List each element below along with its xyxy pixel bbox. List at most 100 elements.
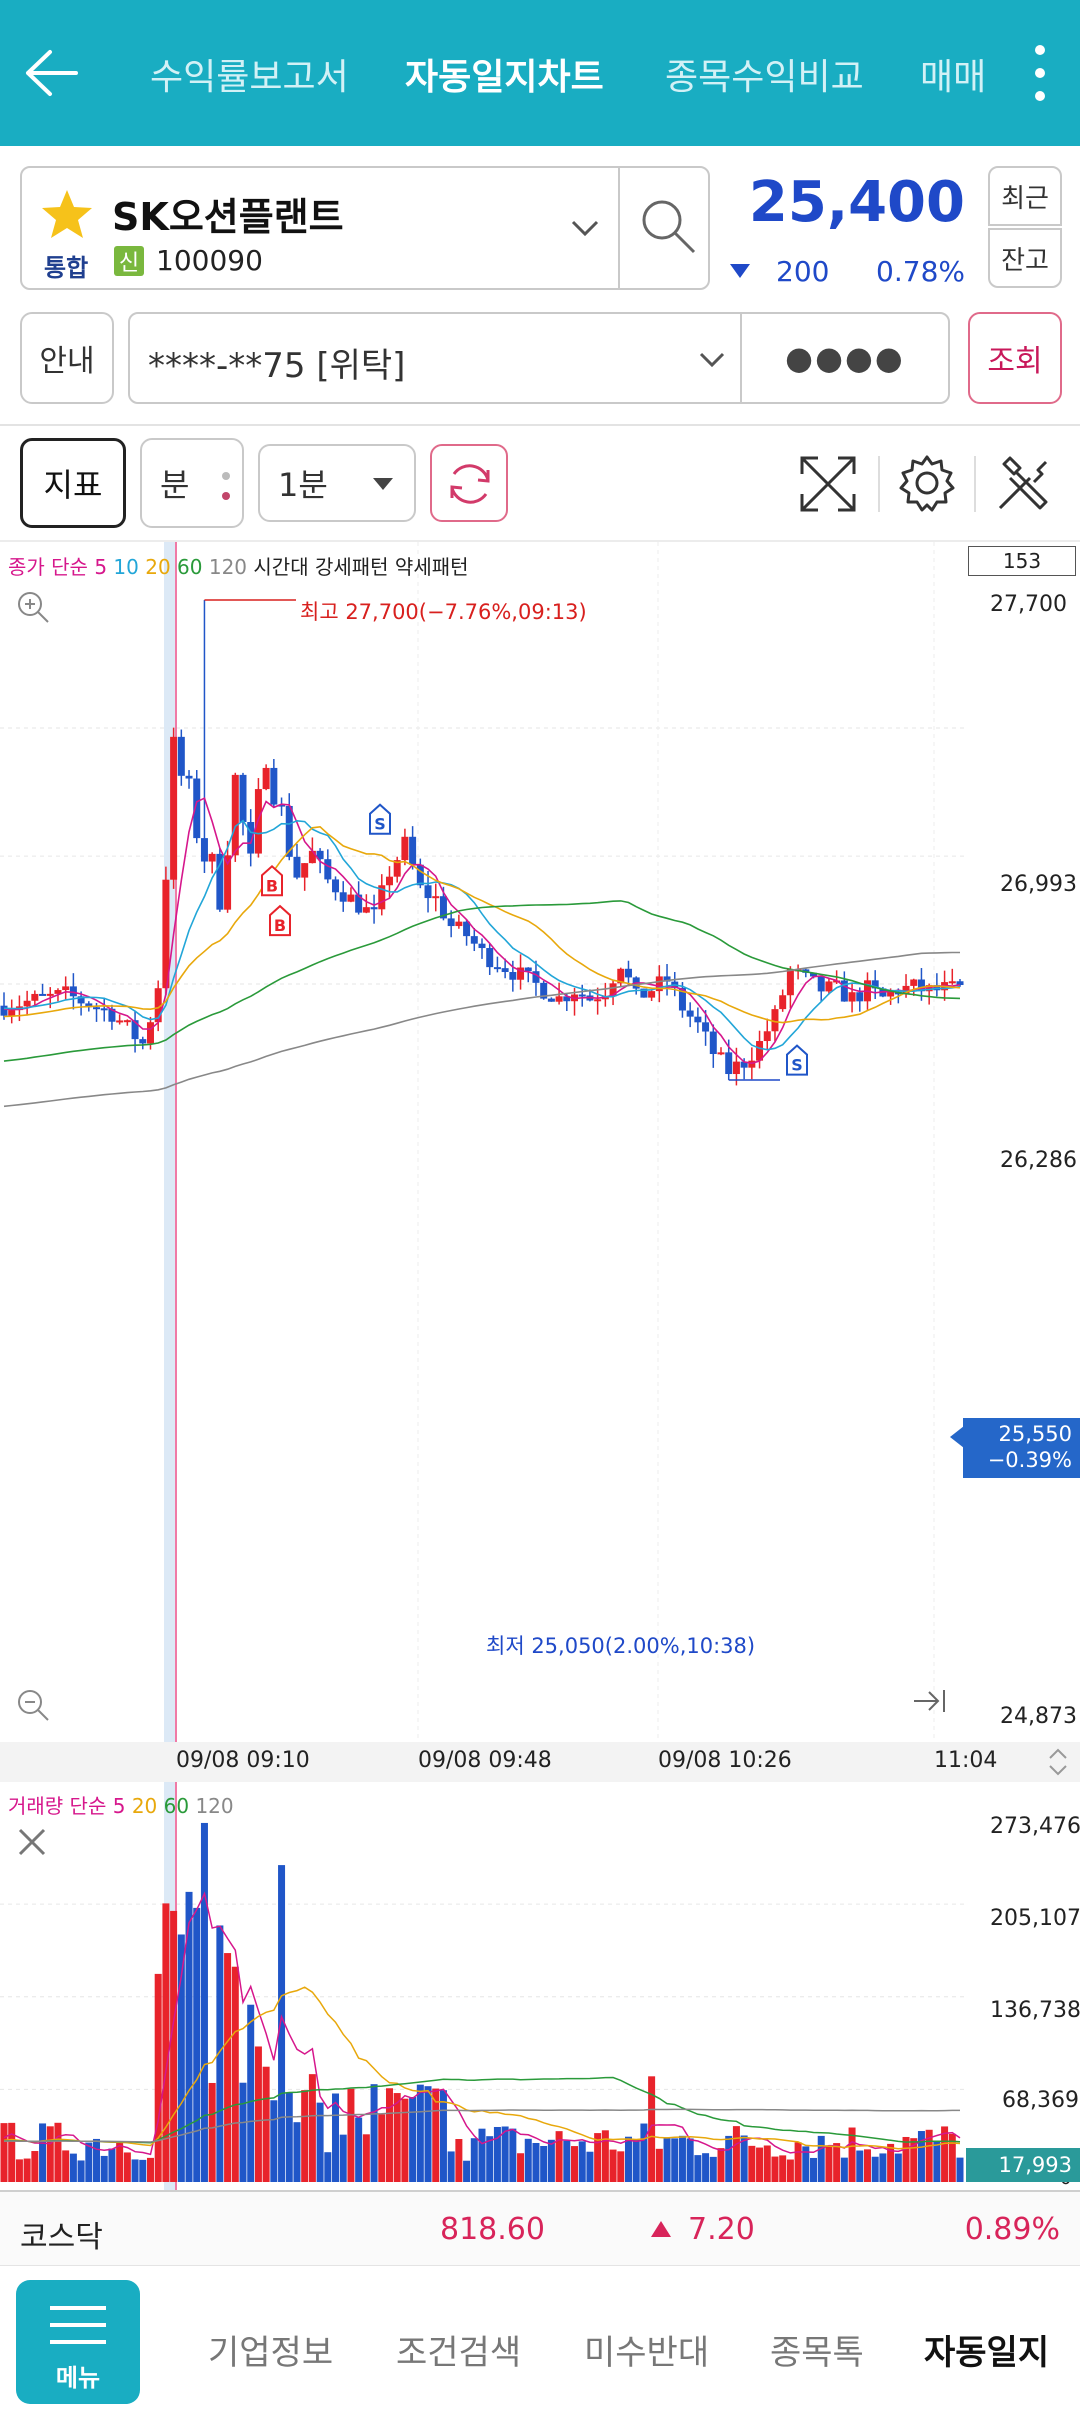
password-field[interactable]: ●●●● (785, 339, 905, 377)
volume-bar (571, 2146, 579, 2182)
high-price-label: 최고 27,700(−7.76%,09:13) (300, 600, 587, 624)
volume-bar (301, 2090, 309, 2182)
ma-line-120 (3, 951, 960, 1108)
candle-body (139, 1039, 147, 1044)
tab-stock-return-compare[interactable]: 종목수익비교 (665, 57, 864, 98)
nav-stock-talk[interactable]: 종목톡 (770, 2333, 864, 2373)
volume-bar (108, 2148, 116, 2182)
legend-ma60: 60 (177, 555, 203, 579)
balance-button[interactable]: 잔고 (988, 228, 1062, 288)
candle-body (185, 775, 193, 779)
candle-body (308, 850, 316, 864)
indicator-button[interactable]: 지표 (20, 438, 126, 528)
index-bar[interactable]: 코스닥 818.60 7.20 0.89% (0, 2190, 1080, 2265)
tab-auto-journal-chart[interactable]: 자동일지차트 (405, 57, 604, 98)
candle-body (663, 976, 671, 982)
legend-ma5: 5 (112, 1794, 126, 1818)
volume-bar (825, 2145, 833, 2182)
volume-bar (725, 2135, 733, 2182)
menu-button[interactable]: 메뉴 (16, 2280, 140, 2404)
candle-body (871, 980, 879, 989)
ma-line-60 (3, 900, 961, 1062)
volume-bar (123, 2152, 131, 2182)
zoom-out-icon[interactable] (16, 1688, 50, 1722)
nav-unpaid-opposite[interactable]: 미수반대 (584, 2333, 710, 2373)
volume-bar (393, 2093, 401, 2182)
credit-badge: 신 (114, 246, 144, 276)
nav-company-info[interactable]: 기업정보 (208, 2333, 334, 2373)
candle-body (917, 979, 925, 992)
query-button[interactable]: 조회 (968, 312, 1062, 404)
search-icon[interactable] (636, 194, 700, 258)
refresh-icon (450, 464, 490, 504)
volume-bar (185, 1891, 193, 2182)
tab-trade[interactable]: 매매 (920, 57, 987, 98)
legend-ma20: 20 (145, 555, 171, 579)
candle-body (948, 981, 956, 984)
bottom-nav (0, 2265, 1080, 2420)
volume-bar (409, 2097, 417, 2182)
candle-body (146, 1022, 154, 1044)
candle-body (285, 805, 293, 857)
volume-bar (594, 2133, 602, 2182)
volume-bar (756, 2147, 764, 2182)
recent-button[interactable]: 최근 (988, 166, 1062, 226)
chevron-down-icon[interactable] (570, 218, 600, 238)
tab-return-report[interactable]: 수익률보고서 (150, 57, 349, 98)
candle-body (316, 850, 324, 860)
volume-bar (447, 2151, 455, 2182)
account-selector[interactable]: ****-**75 [위탁] ●●●● (128, 312, 950, 404)
chevron-down-icon[interactable] (698, 350, 726, 370)
legend-prefix: 종가 단순 (8, 555, 88, 579)
candle-body (100, 1008, 108, 1011)
back-arrow-icon[interactable] (22, 48, 78, 98)
divider (0, 424, 1080, 426)
volume-bar (848, 2127, 856, 2182)
candle-body (293, 856, 301, 878)
candle-body (702, 1022, 710, 1032)
buy-marker (261, 864, 283, 897)
nav-auto-journal[interactable]: 자동일지 (924, 2333, 1050, 2373)
volume-bar (709, 2156, 717, 2182)
candle-body (709, 1031, 717, 1055)
volume-chart[interactable] (0, 1782, 1080, 2190)
gear-icon[interactable] (896, 452, 958, 514)
interval-select[interactable]: 1분 (258, 444, 416, 522)
current-price-tag: 25,550 −0.39% (963, 1418, 1080, 1478)
time-highlight-band (164, 542, 176, 1742)
volume-bar (678, 2135, 686, 2182)
candle-body (594, 999, 602, 1002)
index-rate: 0.89% (964, 2212, 1060, 2247)
info-button[interactable]: 안내 (20, 312, 114, 404)
candle-body (262, 767, 270, 790)
more-vertical-icon[interactable] (1030, 42, 1050, 104)
candle-body (817, 976, 825, 992)
x-tick: 11:04 (934, 1748, 998, 1773)
volume-bar (663, 2137, 671, 2182)
volume-bar (917, 2131, 925, 2182)
zoom-in-icon[interactable] (16, 590, 50, 624)
resize-handle-icon[interactable] (1046, 1746, 1070, 1778)
favorite-star-icon[interactable] (40, 188, 94, 240)
candle-body (339, 892, 347, 902)
period-button[interactable]: 분 (140, 438, 244, 528)
scroll-to-end-icon[interactable] (912, 1686, 948, 1716)
volume-legend: 거래량 단순 5 20 60 120 (8, 1790, 234, 1819)
candle-body (347, 894, 355, 902)
candle-body (810, 972, 818, 977)
y-tick: 24,873 (1000, 1704, 1077, 1729)
index-value: 818.60 (440, 2212, 545, 2247)
price-chart[interactable]: B B S S (0, 542, 1080, 1742)
sell-marker-label: S (374, 815, 386, 834)
volume-bar (517, 2153, 525, 2182)
candle-body (54, 990, 62, 994)
nav-condition-search[interactable]: 조건검색 (396, 2333, 522, 2373)
volume-bar (116, 2142, 124, 2182)
expand-icon[interactable] (796, 452, 860, 516)
tools-icon[interactable] (990, 452, 1056, 516)
close-icon[interactable] (16, 1826, 48, 1858)
refresh-button[interactable] (430, 444, 508, 522)
stock-selector[interactable]: SK오션플랜트 통합 신 100090 (20, 166, 710, 290)
candle-body (224, 855, 232, 910)
volume-bar (810, 2157, 818, 2182)
